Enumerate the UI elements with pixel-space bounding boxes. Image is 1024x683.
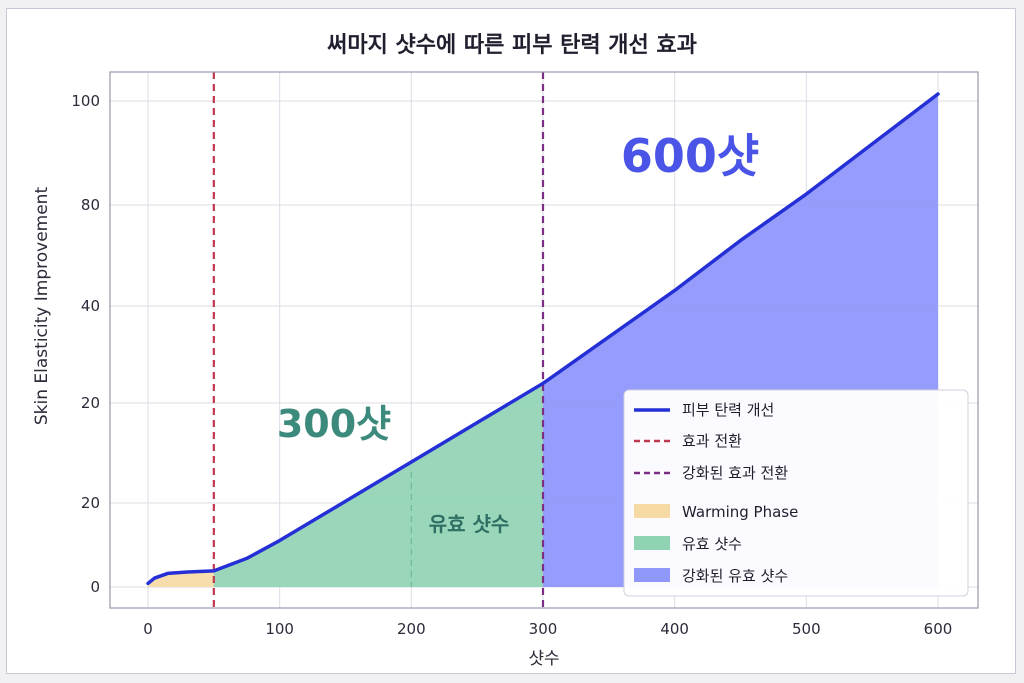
- y-ticks: 0 20 20 40 80 100: [71, 92, 100, 596]
- y-tick-label: 20: [81, 394, 100, 412]
- x-tick-label: 500: [792, 620, 821, 638]
- plot-border: [109, 71, 979, 609]
- annotation-300: 300샷: [277, 402, 391, 446]
- x-tick-label: 600: [924, 620, 953, 638]
- x-tick-label: 100: [265, 620, 294, 638]
- legend-label-line: 피부 탄력 개선: [682, 401, 774, 419]
- x-tick-label: 200: [397, 620, 426, 638]
- legend-label-enhanced: 강화된 유효 샷수: [682, 567, 788, 585]
- x-ticks: 0 100 200 300 400 500 600: [143, 620, 952, 638]
- legend-swatch-effective: [634, 536, 670, 550]
- legend-box: [623, 389, 969, 597]
- legend-swatch-enhanced: [634, 568, 670, 582]
- x-tick-label: 0: [143, 620, 153, 638]
- legend: 피부 탄력 개선 효과 전환 강화된 효과 전환 Warming Phase 유…: [623, 389, 969, 597]
- vertical-lines: [212, 72, 545, 608]
- legend-label-vline1: 효과 전환: [682, 432, 742, 450]
- y-tick-label: 20: [81, 494, 100, 512]
- x-tick-label: 300: [529, 620, 558, 638]
- x-tick-label: 400: [660, 620, 689, 638]
- legend-swatch-warming: [634, 504, 670, 518]
- y-tick-label: 0: [90, 578, 100, 596]
- y-tick-label: 100: [71, 92, 100, 110]
- y-tick-label: 80: [81, 196, 100, 214]
- legend-label-effective: 유효 샷수: [682, 535, 742, 553]
- annotation-600: 600샷: [621, 129, 759, 183]
- legend-label-vline2: 강화된 효과 전환: [682, 464, 788, 482]
- legend-label-warming: Warming Phase: [682, 503, 798, 521]
- chart-title: 써마지 샷수에 따른 피부 탄력 개선 효과: [327, 33, 697, 58]
- y-axis-label: Skin Elasticity Improvement: [32, 187, 52, 426]
- y-tick-label: 40: [81, 297, 100, 315]
- series: [146, 92, 940, 586]
- annotation-effective-shots: 유효 샷수: [429, 512, 510, 536]
- x-axis-label: 샷수: [528, 649, 559, 669]
